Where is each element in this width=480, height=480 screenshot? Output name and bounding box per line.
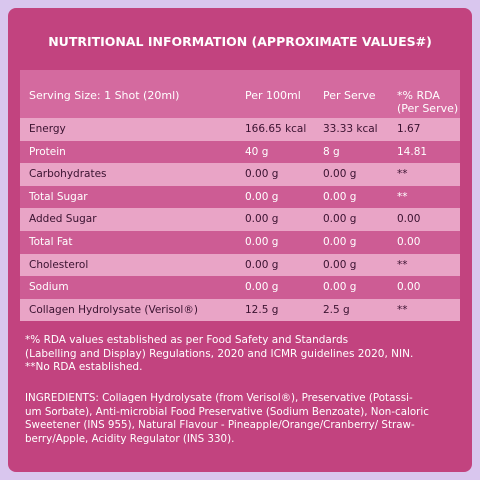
table-cell: 166.65 kcal: [245, 123, 307, 135]
table-cell: **: [397, 258, 408, 271]
table-cell: Protein: [29, 145, 66, 158]
table-cell: 0.00: [397, 213, 421, 226]
table-row: Carbohydrates 0.00 g 0.00 g **: [20, 163, 460, 186]
table-cell: Total Sugar: [29, 190, 88, 203]
table-cell: 0.00 g: [245, 235, 279, 248]
table-row: Energy 166.65 kcal 33.33 kcal 1.67: [20, 118, 460, 141]
table-cell: 12.5 g: [245, 303, 279, 316]
table-cell: 0.00 g: [245, 258, 279, 271]
header-cell: Per Serve: [323, 89, 376, 102]
table-row: Protein 40 g 8 g 14.81: [20, 140, 460, 164]
table-cell: **: [397, 168, 408, 181]
table-cell: Added Sugar: [29, 213, 97, 226]
table-cell: 2.5 g: [323, 303, 350, 316]
ingredients-line: um Sorbate), Anti-microbial Food Preserv…: [25, 405, 429, 418]
table-cell: **: [397, 303, 408, 316]
table-cell: Total Fat: [29, 235, 73, 248]
table-cell: 0.00 g: [245, 190, 279, 203]
table-row: Total Fat 0.00 g 0.00 g 0.00: [20, 230, 460, 254]
table-cell: 0.00 g: [323, 281, 357, 294]
ingredients-line: INGREDIENTS: Collagen Hydrolysate (from …: [25, 392, 413, 404]
table-row: Total Sugar 0.00 g 0.00 g **: [20, 185, 460, 209]
table-cell: Energy: [29, 123, 66, 135]
header-row: Serving Size: 1 Shot (20ml) Per 100ml Per …: [20, 70, 460, 118]
footnotes: *% RDA values established as per Food Sa…: [25, 334, 413, 375]
table-cell: 8 g: [323, 145, 340, 158]
table-cell: 1.67: [397, 123, 421, 135]
footnote-line: *% RDA values established as per Food Sa…: [25, 334, 349, 346]
table-cell: 0.00 g: [323, 258, 357, 271]
table-cell: 0.00 g: [323, 168, 357, 181]
table-cell: 0.00 g: [245, 281, 279, 294]
table-row: Sodium 0.00 g 0.00 g 0.00: [20, 276, 460, 299]
title: NUTRITIONAL INFORMATION (APPROXIMATE VAL…: [48, 34, 432, 49]
footnote-line: **No RDA established.: [25, 361, 143, 373]
table-row: Cholesterol 0.00 g 0.00 g **: [20, 253, 460, 277]
nutrition-table: Serving Size: 1 Shot (20ml) Per 100ml Per …: [20, 70, 460, 322]
table-cell: 14.81: [397, 145, 428, 158]
header-cell: Per 100ml: [245, 89, 301, 102]
table-cell: Collagen Hydrolysate (Verisol®): [29, 303, 198, 316]
ingredients-line: berry/Apple, Acidity Regulator (INS 330)…: [25, 432, 235, 445]
table-cell: Sodium: [29, 281, 69, 294]
table-cell: 0.00: [397, 281, 421, 294]
header-cell: *% RDA (Per Serve): [397, 89, 459, 115]
table-cell: Carbohydrates: [29, 168, 107, 181]
table-cell: 0.00 g: [323, 235, 357, 248]
ingredients: INGREDIENTS: Collagen Hydrolysate (from …: [25, 392, 429, 446]
ingredients-line: Sweetener (INS 955), Natural Flavour - P…: [25, 419, 415, 431]
table-cell: Cholesterol: [29, 258, 89, 271]
table-cell: **: [397, 190, 408, 203]
table-row: Collagen Hydrolysate (Verisol®) 12.5 g 2.5…: [20, 298, 460, 322]
table-cell: 0.00 g: [245, 213, 279, 226]
table-cell: 0.00 g: [245, 168, 279, 181]
header-cell: Serving Size: 1 Shot (20ml): [29, 89, 180, 102]
table-cell: 0.00: [397, 235, 421, 248]
table-row: Added Sugar 0.00 g 0.00 g 0.00: [20, 208, 460, 231]
table-cell: 0.00 g: [323, 190, 357, 203]
table-cell: 40 g: [245, 145, 269, 158]
table-cell: 0.00 g: [323, 213, 357, 226]
panel: NUTRITIONAL INFORMATION (APPROXIMATE VAL…: [8, 8, 472, 472]
table-cell: 33.33 kcal: [323, 123, 378, 135]
footnote-line: (Labelling and Display) Regulations, 202…: [25, 347, 414, 360]
